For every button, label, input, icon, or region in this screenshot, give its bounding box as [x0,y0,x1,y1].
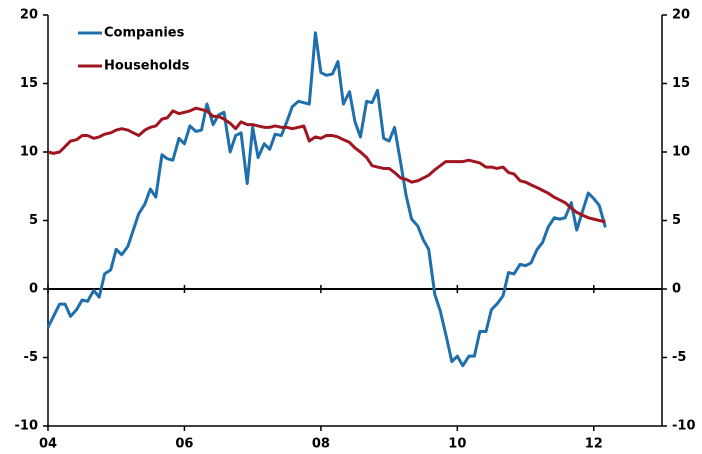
legend-label: Companies [104,26,185,41]
y-tick-label: 5 [672,213,681,228]
y-tick-label: -10 [672,419,696,434]
x-tick-label: 04 [39,437,57,452]
x-tick-label: 08 [312,437,330,452]
y-tick-label: 15 [20,76,38,91]
y-tick-label: -10 [15,419,39,434]
y-tick-label: -5 [24,350,38,365]
y-tick-label: 20 [20,8,38,23]
x-tick-label: 10 [448,437,466,452]
y-tick-label: 0 [29,282,38,297]
x-tick-label: 06 [175,437,193,452]
x-tick-label: 12 [585,437,603,452]
y-tick-label: 5 [29,213,38,228]
legend-label: Households [104,59,190,74]
y-tick-label: 10 [672,145,690,160]
y-tick-label: 10 [20,145,38,160]
line-series [47,106,606,224]
y-tick-label: 20 [672,8,690,23]
y-tick-label: 0 [672,282,681,297]
y-tick-label: -5 [672,350,686,365]
line-series [46,31,607,368]
y-tick-label: 15 [672,76,690,91]
